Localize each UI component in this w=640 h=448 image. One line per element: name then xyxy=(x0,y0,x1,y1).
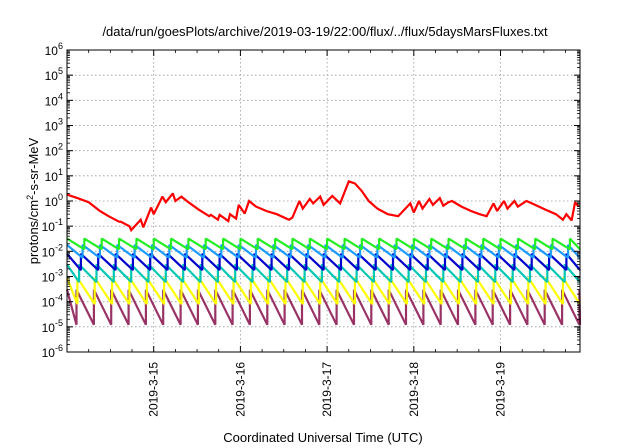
axis-ticks xyxy=(67,49,580,353)
chart-title: /data/run/goesPlots/archive/2019-03-19/2… xyxy=(102,24,548,39)
y-tick-label: 101 xyxy=(45,167,63,184)
data-series xyxy=(65,180,582,326)
y-tick-label: 10-1 xyxy=(42,217,63,234)
x-tick-label: 2019-3-15 xyxy=(147,362,161,417)
y-tick-label: 105 xyxy=(45,66,63,83)
green-channel-line xyxy=(66,237,581,251)
y-tick-label: 10-6 xyxy=(42,343,63,360)
y-tick-label: 104 xyxy=(45,91,63,108)
y-tick-label: 10-3 xyxy=(42,268,63,285)
y-tick-label: 10-4 xyxy=(42,293,63,310)
x-tick-label: 2019-3-17 xyxy=(320,362,334,417)
y-tick-label: 102 xyxy=(45,142,63,159)
x-tick-label: 2019-3-16 xyxy=(233,362,247,417)
y-tick-label: 106 xyxy=(45,41,63,58)
x-tick-label: 2019-3-18 xyxy=(407,362,421,417)
y-axis-label: protons/cm2-s-sr-MeV xyxy=(25,137,41,264)
red-channel-line xyxy=(66,180,580,233)
y-tick-label: 103 xyxy=(45,117,63,134)
x-axis-label: Coordinated Universal Time (UTC) xyxy=(223,430,422,445)
y-tick-labels: 10-6 10-5 10-4 10-3 10-2 10-1 100 101 102 103 104 1… xyxy=(42,41,63,360)
y-tick-label: 10-5 xyxy=(42,318,63,335)
purple-channel-line xyxy=(65,289,582,326)
x-tick-label: 2019-3-19 xyxy=(494,362,508,417)
yellow-channel-line xyxy=(65,277,581,305)
x-tick-labels: 2019-3-15 2019-3-16 2019-3-17 2019-3-18 2019… xyxy=(147,362,508,417)
y-tick-label: 10-2 xyxy=(42,242,63,259)
y-tick-label: 100 xyxy=(45,192,63,209)
